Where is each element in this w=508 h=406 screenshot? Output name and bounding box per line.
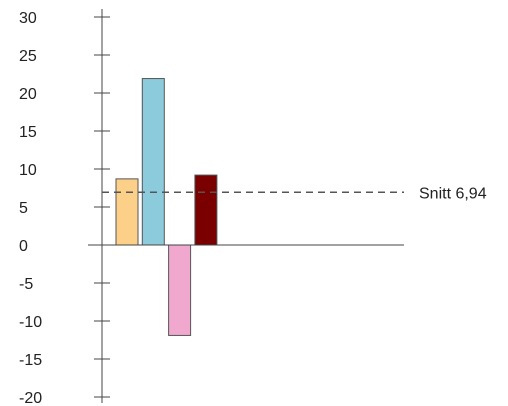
bar	[168, 244, 192, 336]
y-tick-label: 10	[19, 162, 37, 179]
y-tick-label: 30	[19, 10, 37, 27]
bars	[115, 78, 218, 336]
y-tick-label: 20	[19, 86, 37, 103]
y-tick-label: -20	[19, 390, 42, 406]
y-tick-label: -10	[19, 314, 42, 331]
y-tick-label: 25	[19, 48, 37, 65]
y-tick-label: 5	[19, 200, 28, 217]
y-axis-ticks: 30 25 20 15 10 5 0 -5 -10 -15 -20	[19, 10, 110, 406]
average-reference-label: Snitt 6,94	[419, 185, 487, 202]
bar	[115, 178, 139, 246]
bar	[194, 174, 218, 246]
y-tick-label: -15	[19, 352, 42, 369]
bar	[141, 78, 165, 246]
y-tick-label: -5	[19, 276, 33, 293]
y-tick-label: 15	[19, 124, 37, 141]
y-tick-label: 0	[19, 238, 28, 255]
